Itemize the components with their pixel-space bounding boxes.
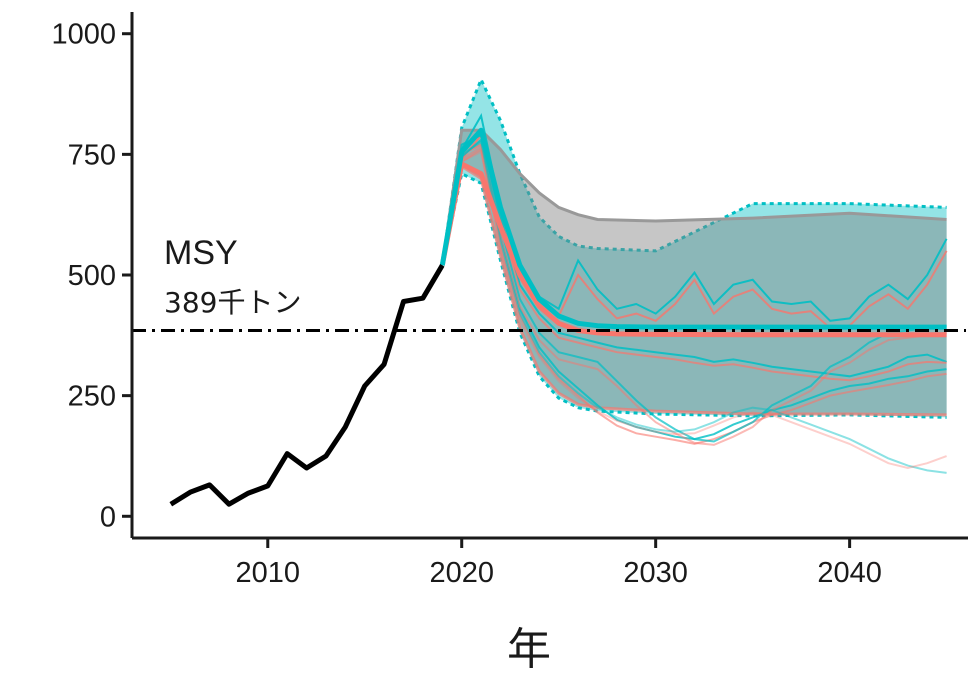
x-tick-label: 2040 bbox=[817, 557, 882, 589]
historical-series bbox=[169, 264, 445, 507]
y-tick-label: 0 bbox=[100, 501, 116, 533]
msy-value-label: 389千トン bbox=[164, 286, 301, 319]
y-tick-label: 250 bbox=[68, 381, 116, 413]
simulation-line-3 bbox=[441, 133, 947, 378]
simulation-line-9 bbox=[441, 140, 947, 474]
x-tick-label: 2020 bbox=[429, 557, 494, 589]
median-line-1 bbox=[439, 161, 947, 338]
y-tick-label: 1000 bbox=[51, 19, 116, 51]
x-axis-title: 年 bbox=[507, 624, 551, 673]
msy-label: MSY bbox=[164, 234, 238, 272]
y-tick-label: 750 bbox=[68, 139, 116, 171]
simulation-line-8 bbox=[441, 145, 947, 446]
simulation-line-10 bbox=[441, 150, 947, 470]
axes: 0 250 500 750 1000 2010 2020 2030 2040 bbox=[51, 12, 968, 589]
uncertainty-bands bbox=[440, 75, 947, 419]
x-tick-label: 2010 bbox=[236, 557, 301, 589]
simulation-line-7 bbox=[441, 128, 947, 443]
y-tick-label: 500 bbox=[68, 260, 116, 292]
historical-line bbox=[169, 264, 445, 507]
median-lines bbox=[439, 127, 947, 338]
x-tick-label: 2030 bbox=[623, 557, 688, 589]
median-line-2 bbox=[439, 127, 947, 330]
simulation-lines bbox=[441, 113, 948, 474]
simulation-line-4 bbox=[441, 143, 947, 382]
